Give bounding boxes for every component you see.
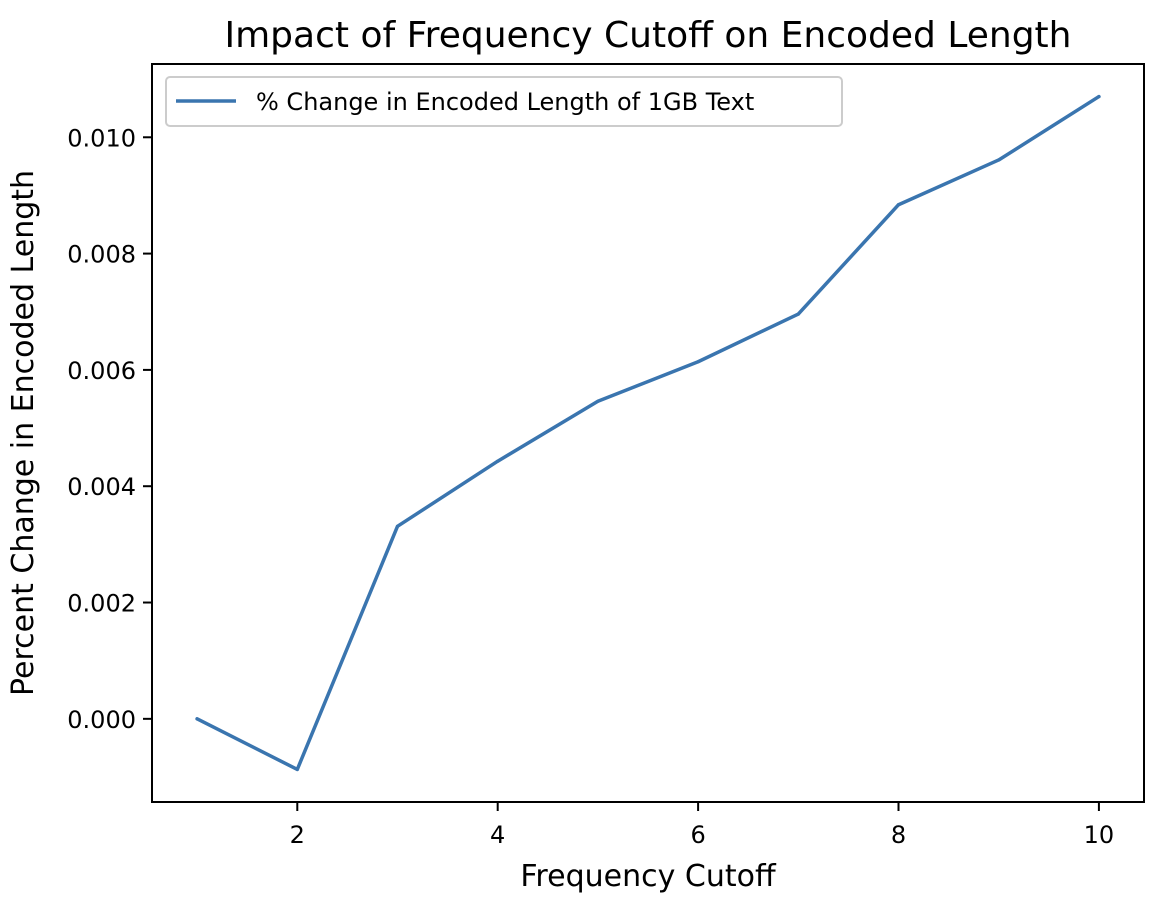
y-tick-label: 0.008 bbox=[67, 241, 136, 269]
y-axis-label: Percent Change in Encoded Length bbox=[6, 170, 41, 696]
data-point bbox=[796, 312, 800, 316]
y-tick-label: 0.006 bbox=[67, 357, 136, 385]
y-tick-label: 0.004 bbox=[67, 473, 136, 501]
series-layer bbox=[195, 94, 1101, 772]
legend-label: % Change in Encoded Length of 1GB Text bbox=[256, 88, 754, 116]
y-axis: 0.000 0.002 0.004 0.006 0.008 0.010 bbox=[67, 124, 152, 734]
y-tick-label: 0.010 bbox=[67, 124, 136, 152]
data-point bbox=[896, 203, 901, 207]
data-point bbox=[696, 360, 700, 364]
data-point bbox=[395, 524, 400, 528]
y-tick-label: 0.000 bbox=[67, 706, 136, 734]
legend-box bbox=[165, 76, 843, 127]
data-point bbox=[496, 459, 500, 463]
data-point bbox=[997, 158, 1001, 162]
x-tick-label: 10 bbox=[1084, 821, 1115, 849]
x-tick-label: 4 bbox=[490, 821, 505, 849]
y-tick-label: 0.002 bbox=[67, 590, 136, 618]
data-point bbox=[195, 717, 199, 721]
plot-area bbox=[151, 63, 1145, 803]
x-tick-label: 6 bbox=[690, 821, 705, 849]
x-tick-label: 2 bbox=[290, 821, 305, 849]
data-point bbox=[596, 399, 600, 403]
series-line bbox=[195, 94, 1101, 772]
chart-title: Impact of Frequency Cutoff on Encoded Le… bbox=[225, 15, 1072, 56]
x-axis-label: Frequency Cutoff bbox=[520, 859, 777, 894]
x-tick-label: 8 bbox=[891, 821, 906, 849]
data-point bbox=[1097, 94, 1101, 99]
x-axis: 2 4 6 8 10 bbox=[290, 802, 1115, 849]
data-point bbox=[295, 767, 299, 772]
legend: % Change in Encoded Length of 1GB Text bbox=[165, 76, 843, 127]
